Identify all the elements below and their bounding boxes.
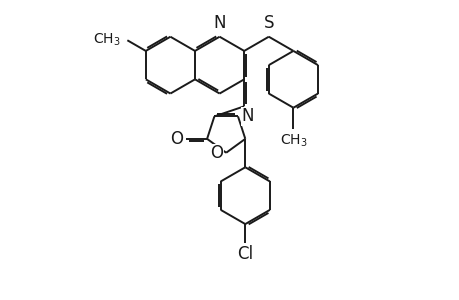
Text: Cl: Cl	[237, 245, 253, 263]
Text: O: O	[170, 130, 183, 148]
Text: O: O	[210, 144, 223, 162]
Text: CH$_3$: CH$_3$	[279, 133, 307, 149]
Text: CH$_3$: CH$_3$	[93, 32, 121, 49]
Text: N: N	[213, 14, 226, 32]
Text: N: N	[241, 107, 253, 125]
Text: S: S	[263, 14, 274, 32]
